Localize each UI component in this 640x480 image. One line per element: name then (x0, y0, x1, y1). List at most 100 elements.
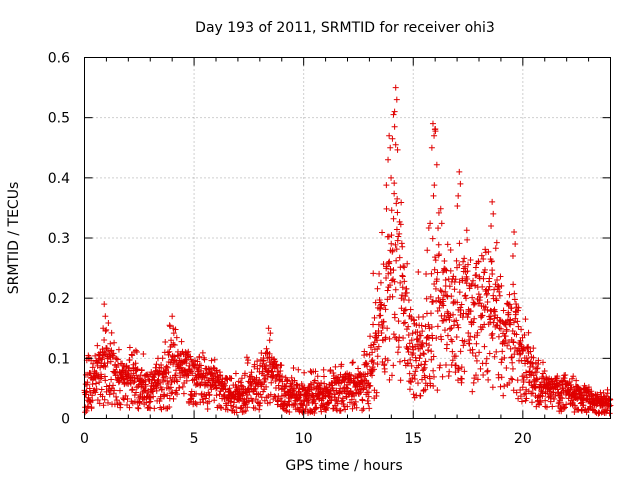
data-point (427, 310, 434, 317)
data-point (85, 394, 92, 401)
data-point (245, 357, 252, 364)
data-point (415, 362, 422, 369)
data-point (542, 397, 549, 404)
data-point (398, 199, 405, 206)
data-point (107, 340, 114, 347)
data-point (437, 362, 444, 369)
data-point (89, 392, 96, 399)
data-point (396, 254, 403, 261)
data-point (178, 338, 185, 345)
data-point (126, 344, 133, 351)
data-point (470, 277, 477, 284)
data-point (399, 273, 406, 280)
data-point (496, 292, 503, 299)
data-point (341, 378, 348, 385)
data-point (332, 391, 339, 398)
data-point (387, 144, 394, 151)
data-point (89, 397, 96, 404)
data-point (451, 286, 458, 293)
data-point (232, 370, 239, 377)
data-point (472, 264, 479, 271)
data-point (428, 324, 435, 331)
data-point (405, 297, 412, 304)
data-point (488, 258, 495, 265)
data-point (460, 342, 467, 349)
data-point (374, 353, 381, 360)
data-point (260, 372, 267, 379)
data-point (301, 369, 308, 376)
data-point (377, 279, 384, 286)
data-point (230, 403, 237, 410)
data-point (486, 275, 493, 282)
data-point (436, 304, 443, 311)
data-point (449, 348, 456, 355)
data-point (273, 361, 280, 368)
grid-lines (84, 57, 611, 419)
data-point (485, 376, 492, 383)
data-point (272, 393, 279, 400)
data-point (383, 182, 390, 189)
data-point (433, 161, 440, 168)
data-point (243, 354, 250, 361)
data-point (496, 288, 503, 295)
data-point (155, 379, 162, 386)
data-point (484, 368, 491, 375)
data-point (129, 386, 136, 393)
data-point (193, 390, 200, 397)
data-point (500, 307, 507, 314)
data-point (376, 270, 383, 277)
data-point (107, 358, 114, 365)
data-point (170, 361, 177, 368)
data-point (397, 377, 404, 384)
data-point (530, 372, 537, 379)
data-point (422, 386, 429, 393)
data-point (263, 383, 270, 390)
data-point (478, 252, 485, 259)
data-point (171, 353, 178, 360)
data-point (103, 345, 110, 352)
data-point (382, 306, 389, 313)
data-point (167, 323, 174, 330)
data-point (481, 343, 488, 350)
data-point (514, 377, 521, 384)
data-point (508, 375, 515, 382)
data-point (355, 365, 362, 372)
data-point (457, 180, 464, 187)
data-point (489, 384, 496, 391)
y-tick-label: 0.5 (48, 111, 70, 127)
data-point (464, 236, 471, 243)
data-point (398, 292, 405, 299)
data-point (433, 334, 440, 341)
data-point (382, 334, 389, 341)
data-point (429, 298, 436, 305)
data-point (386, 132, 393, 139)
data-point (105, 399, 112, 406)
data-point (512, 241, 519, 248)
data-point (129, 352, 136, 359)
data-point (361, 348, 368, 355)
data-point (170, 341, 177, 348)
data-point (442, 288, 449, 295)
data-point (360, 386, 367, 393)
data-point (466, 340, 473, 347)
data-point (387, 269, 394, 276)
data-point (319, 389, 326, 396)
data-point (501, 354, 508, 361)
data-point (386, 376, 393, 383)
data-point (470, 319, 477, 326)
data-point (532, 385, 539, 392)
data-point (485, 248, 492, 255)
data-point (541, 368, 548, 375)
data-point (278, 362, 285, 369)
data-point (210, 364, 217, 371)
data-point (558, 378, 565, 385)
data-point (513, 331, 520, 338)
data-point (168, 390, 175, 397)
data-point (477, 294, 484, 301)
data-point (525, 343, 532, 350)
data-point (217, 372, 224, 379)
data-point (370, 359, 377, 366)
data-point (380, 318, 387, 325)
data-points (81, 84, 614, 417)
data-point (506, 291, 513, 298)
